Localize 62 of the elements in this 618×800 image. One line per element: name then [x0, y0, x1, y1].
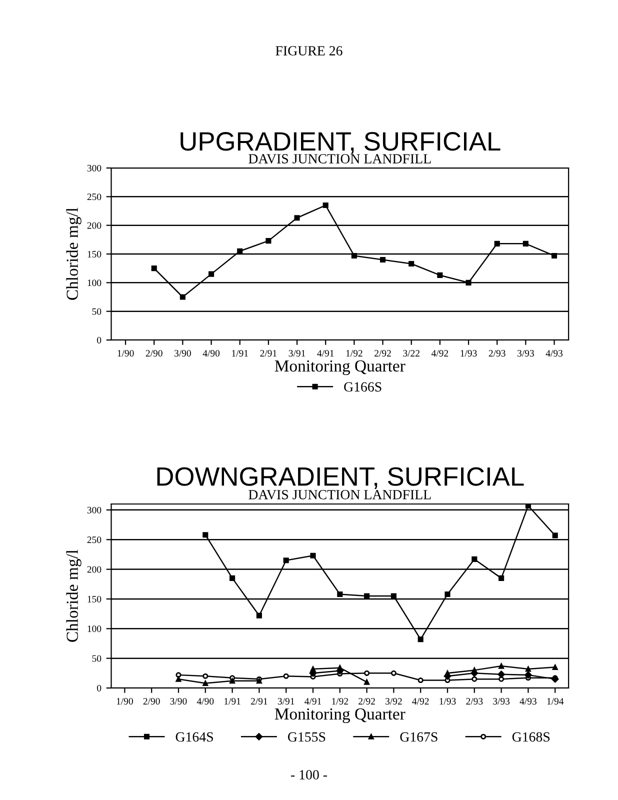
x-tick-label: 1/92: [332, 698, 348, 705]
y-tick-label: 50: [92, 308, 102, 315]
x-tick-label: 4/93: [520, 698, 536, 705]
y-tick-label: 150: [88, 250, 102, 258]
x-tick-label: 1/94: [547, 698, 564, 705]
x-tick-label: 4/92: [431, 350, 448, 357]
x-tick-label: 1/90: [116, 698, 133, 705]
x-tick-label: 1/90: [118, 350, 134, 357]
y-tick-label: 100: [88, 626, 102, 632]
y-tick-label: 100: [88, 280, 102, 286]
y-axis-title: Chloride mg/l: [66, 550, 82, 642]
legend-label: G167S: [400, 732, 438, 742]
x-tick-label: 3/22: [403, 350, 420, 357]
text: - 100 -: [291, 770, 328, 780]
x-tick-label: 1/92: [346, 350, 362, 357]
x-tick-label: 4/91: [304, 698, 322, 705]
x-tick-label: 2/93: [488, 350, 506, 357]
x-tick-label: 3/91: [288, 350, 306, 357]
x-tick-label: 3/92: [386, 698, 402, 705]
chart-subtitle: DAVIS JUNCTION LANDFILL: [248, 154, 431, 164]
chart-subtitle: DAVIS JUNCTION LANDFILL: [248, 490, 431, 500]
chart-title: UPGRADIENT, SURFICIAL: [180, 132, 500, 154]
y-axis-title: Chloride mg/l: [66, 208, 82, 300]
x-tick-label: 4/90: [196, 698, 214, 705]
x-tick-label: 3/90: [174, 350, 191, 357]
x-tick-label: 2/93: [466, 698, 483, 705]
caption: FIGURE 26: [276, 46, 342, 56]
legend-label: G166S: [344, 382, 382, 392]
y-tick-label: 200: [87, 222, 102, 229]
x-tick-label: 3/93: [493, 698, 510, 705]
x-tick-label: 3/91: [278, 698, 294, 705]
x-tick-label: 1/91: [232, 350, 248, 357]
legend-label: G164S: [176, 732, 213, 742]
x-tick-label: 1/91: [224, 698, 240, 705]
x-tick-label: 4/91: [317, 350, 334, 357]
x-tick-label: 1/93: [460, 350, 477, 357]
x-tick-label: 4/90: [202, 350, 220, 357]
y-tick-label: 300: [87, 164, 102, 172]
x-tick-label: 4/92: [412, 698, 429, 705]
x-tick-label: 2/91: [250, 698, 268, 705]
x-tick-label: 4/93: [546, 350, 563, 357]
legend-label: G168S: [512, 732, 550, 742]
x-tick-label: 2/92: [358, 698, 375, 705]
y-tick-label: 200: [87, 566, 102, 573]
y-tick-label: 250: [87, 194, 102, 200]
x-tick-label: 3/90: [170, 698, 187, 705]
x-tick-label: 1/93: [440, 698, 456, 705]
x-tick-label: 3/93: [518, 350, 534, 357]
x-tick-label: 2/92: [374, 350, 391, 357]
y-tick-label: 0: [97, 684, 102, 692]
y-tick-label: 50: [92, 655, 102, 662]
y-tick-label: 150: [88, 596, 102, 602]
x-tick-label: 2/90: [146, 350, 162, 357]
chart-title: DOWNGRADIENT, SURFICIAL: [157, 467, 524, 490]
x-axis-title: Monitoring Quarter: [274, 708, 406, 724]
x-axis-title: Monitoring Quarter: [274, 360, 406, 376]
y-tick-label: 250: [87, 536, 102, 544]
y-tick-label: 0: [97, 336, 102, 344]
x-tick-label: 2/90: [143, 698, 160, 705]
legend-label: G155S: [288, 732, 326, 742]
y-tick-label: 300: [87, 506, 102, 514]
x-tick-label: 2/91: [260, 350, 277, 357]
